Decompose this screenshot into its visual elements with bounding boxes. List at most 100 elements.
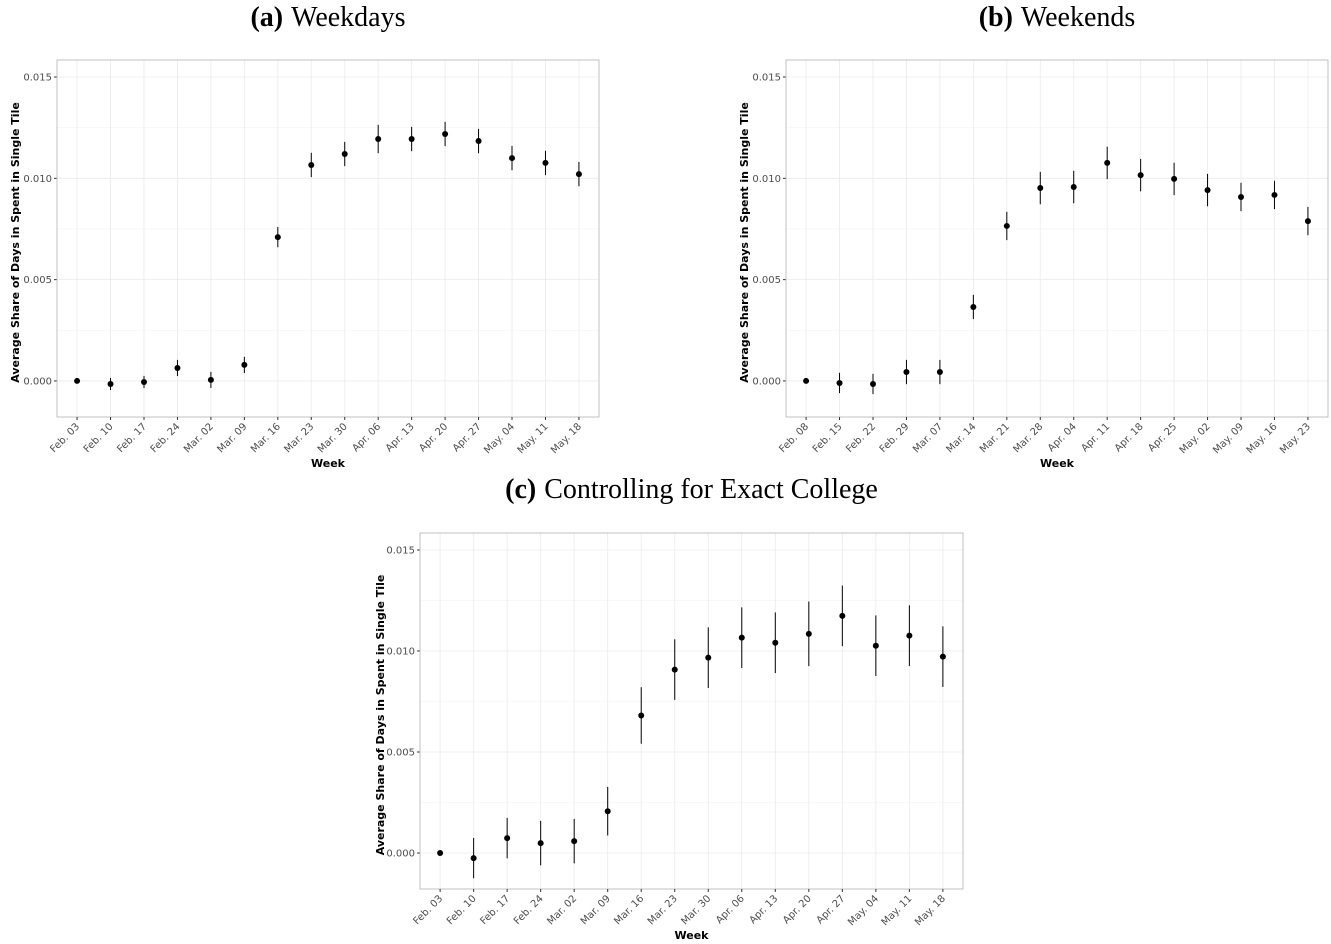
x-tick-label: May. 23 <box>1278 421 1313 456</box>
point <box>1204 187 1211 194</box>
panel-title-text: Weekdays <box>291 2 405 33</box>
panel-title: (a) Weekdays <box>250 2 405 33</box>
point <box>437 850 444 857</box>
point <box>408 136 415 143</box>
point <box>638 712 645 719</box>
x-tick-label: May. 16 <box>1245 421 1280 456</box>
x-tick-label: May. 04 <box>846 893 881 928</box>
x-tick-label: May. 02 <box>1178 421 1213 456</box>
point <box>1238 193 1245 200</box>
x-tick-label: Mar. 16 <box>612 893 646 927</box>
x-tick-label: Feb. 22 <box>844 421 878 455</box>
x-tick-label: Apr. 06 <box>350 421 383 454</box>
x-tick-label: Apr. 20 <box>781 893 814 926</box>
x-tick-label: Feb. 29 <box>878 421 912 455</box>
x-tick-label: May. 18 <box>549 421 584 456</box>
x-tick-label: Apr. 27 <box>815 893 848 926</box>
y-tick-label: 0.015 <box>23 73 52 84</box>
x-tick-label: Mar. 16 <box>249 421 283 455</box>
y-tick-label: 0.000 <box>752 376 781 387</box>
x-tick-label: Feb. 17 <box>478 893 512 927</box>
y-tick-label: 0.015 <box>386 545 415 556</box>
y-tick-label: 0.010 <box>23 174 52 185</box>
point <box>475 138 482 145</box>
x-tick-label: May. 18 <box>913 893 948 928</box>
x-tick-label: Apr. 11 <box>1079 421 1112 454</box>
point <box>375 136 382 143</box>
point <box>241 361 248 368</box>
x-tick-label: Apr. 06 <box>714 893 747 926</box>
x-tick-label: Apr. 20 <box>417 421 450 454</box>
y-tick-label: 0.015 <box>752 73 781 84</box>
plot-border <box>785 59 1329 418</box>
x-tick-label: May. 11 <box>516 421 551 456</box>
x-tick-label: Mar. 30 <box>679 893 713 927</box>
point <box>805 630 812 637</box>
point <box>872 642 879 649</box>
point <box>738 634 745 641</box>
x-tick-label: Mar. 21 <box>978 421 1012 455</box>
y-axis-title: Average Share of Days in Spent in Single… <box>374 575 387 856</box>
point <box>74 377 81 384</box>
x-tick-label: Feb. 03 <box>411 893 445 927</box>
y-tick-label: 0.005 <box>752 275 781 286</box>
x-tick-label: Mar. 14 <box>945 421 979 455</box>
point <box>906 632 913 639</box>
x-axis-title: Week <box>311 457 346 470</box>
x-tick-label: Apr. 13 <box>384 421 417 454</box>
panel-title-text: Controlling for Exact College <box>544 474 878 505</box>
point <box>504 835 511 842</box>
panel-title: (c) Controlling for Exact College <box>505 474 878 505</box>
x-tick-label: May. 04 <box>482 421 517 456</box>
point <box>1037 185 1044 192</box>
point <box>836 379 843 386</box>
x-tick-label: May. 11 <box>880 893 915 928</box>
point <box>1070 184 1077 191</box>
point <box>604 808 611 815</box>
point <box>1171 175 1178 182</box>
x-axis-title: Week <box>675 929 710 942</box>
point <box>1304 218 1311 225</box>
point <box>174 364 181 371</box>
x-tick-label: Feb. 17 <box>115 421 149 455</box>
point <box>1003 222 1010 229</box>
point <box>1137 172 1144 179</box>
panel-label: (b) <box>979 2 1013 33</box>
panel-title: (b) Weekends <box>979 2 1136 33</box>
point <box>571 838 578 845</box>
x-tick-label: Feb. 10 <box>82 421 116 455</box>
point <box>970 303 977 310</box>
plot-background <box>57 60 599 417</box>
y-tick-label: 0.010 <box>386 646 415 657</box>
point <box>308 161 315 168</box>
x-tick-label: Mar. 09 <box>216 421 250 455</box>
point <box>869 380 876 387</box>
point <box>1104 159 1111 166</box>
plot-background <box>420 533 963 889</box>
point <box>341 151 348 158</box>
point <box>274 234 281 241</box>
point <box>705 654 712 661</box>
point <box>470 855 477 862</box>
x-tick-label: Mar. 23 <box>646 893 680 927</box>
x-tick-label: Feb. 15 <box>811 421 845 455</box>
point <box>772 639 779 646</box>
panel-label: (a) <box>250 2 283 33</box>
x-tick-label: Mar. 23 <box>282 421 316 455</box>
x-tick-label: Apr. 04 <box>1046 421 1079 454</box>
x-tick-label: Feb. 24 <box>149 421 183 455</box>
x-tick-label: Apr. 25 <box>1146 421 1179 454</box>
y-tick-label: 0.005 <box>23 275 52 286</box>
x-tick-label: Apr. 13 <box>748 893 781 926</box>
point <box>803 377 810 384</box>
x-tick-label: Mar. 07 <box>911 421 945 455</box>
point <box>442 130 449 137</box>
y-axis-title: Average Share of Days in Spent in Single… <box>9 102 22 383</box>
x-tick-label: Feb. 08 <box>777 421 811 455</box>
panel: (c) Controlling for Exact College 0.000 0.0… <box>374 474 964 942</box>
point <box>575 171 582 178</box>
point <box>936 369 943 376</box>
y-tick-label: 0.005 <box>386 748 415 759</box>
